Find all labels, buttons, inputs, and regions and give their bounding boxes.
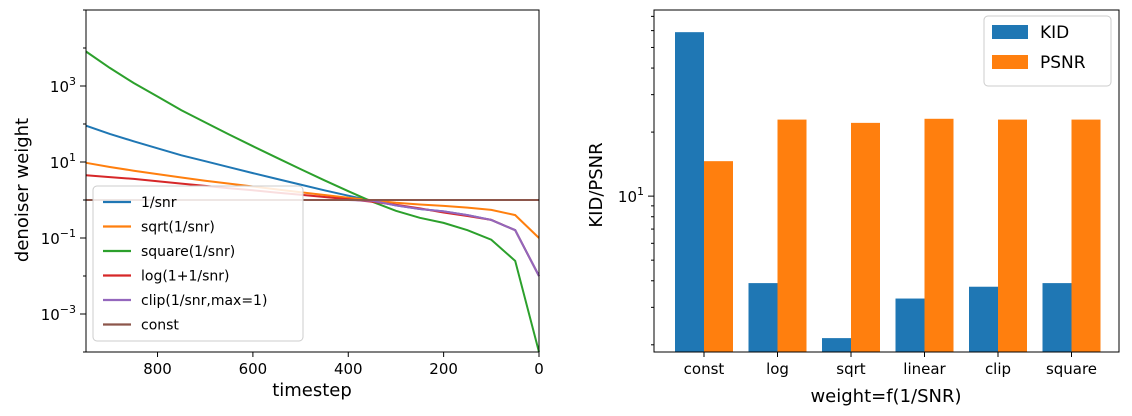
bar-psnr-log: [777, 119, 807, 352]
right-x-tick-label: sqrt: [836, 360, 866, 378]
left-y-axis-label: denoiser weight: [12, 118, 33, 262]
left-x-tick-label: 400: [334, 360, 363, 378]
bar-kid-clip: [969, 286, 998, 352]
right-x-axis-label: weight=f(1/SNR): [810, 386, 961, 407]
left-x-tick-label: 0: [534, 360, 544, 378]
bar-kid-linear: [895, 298, 925, 352]
left-plot-frame: [85, 9, 540, 353]
legend-entry: clip(1/snr,max=1): [141, 293, 267, 309]
left-y-tick-label: 101: [50, 151, 76, 172]
left-x-tick-label: 800: [143, 360, 172, 378]
bar-kid-log: [748, 283, 778, 352]
bar-psnr-square: [1071, 119, 1101, 352]
bar-psnr-linear: [924, 118, 954, 353]
left-y-tick-label: 10−3: [41, 303, 76, 324]
bar-psnr-clip: [998, 119, 1027, 352]
left-x-axis-label: timestep: [272, 380, 352, 401]
left-x-tick-label: 600: [239, 360, 268, 378]
left-x-tick-label: 200: [429, 360, 458, 378]
right-chart: 101 const log sqrt linear clip square KID PSNR: [618, 15, 1112, 378]
left-legend: 1/snr sqrt(1/snr) square(1/snr) log(1+1/snr…: [92, 185, 304, 342]
right-x-tick-label: clip: [985, 360, 1011, 378]
right-y-axis-label: KID/PSNR: [586, 142, 607, 227]
left-y-tick-label: 103: [50, 75, 76, 96]
right-legend: KID PSNR: [983, 15, 1112, 87]
left-chart: 800 600 400 200 0 10−3 10−1 101 103 1/snr sqrt(1/s…: [41, 9, 544, 378]
right-y-tick-label: 101: [618, 185, 644, 206]
legend-entry: sqrt(1/snr): [141, 220, 215, 236]
left-y-tick-label: 10−1: [41, 227, 76, 248]
series-line-2: [85, 50, 540, 353]
legend-entry: PSNR: [1040, 53, 1086, 73]
right-x-tick-label: const: [684, 360, 725, 378]
legend-entry: const: [141, 318, 179, 334]
right-x-tick-label: linear: [903, 360, 946, 378]
right-plot-frame: [653, 9, 1120, 353]
legend-entry: square(1/snr): [141, 244, 235, 260]
left-legend-box: [92, 185, 304, 342]
series-line-1: [85, 161, 540, 239]
bar-kid-sqrt: [822, 338, 851, 352]
bar-kid-square: [1042, 283, 1072, 352]
legend-entry: log(1+1/snr): [141, 269, 229, 285]
legend-swatch: [992, 25, 1028, 39]
right-x-tick-label: square: [1046, 360, 1097, 378]
legend-swatch: [992, 55, 1028, 69]
legend-entry: KID: [1040, 23, 1069, 43]
right-x-tick-label: log: [766, 360, 789, 378]
legend-entry: 1/snr: [141, 195, 177, 211]
bar-kid-const: [675, 32, 704, 352]
bar-psnr-const: [704, 161, 733, 352]
bar-psnr-sqrt: [851, 122, 880, 352]
